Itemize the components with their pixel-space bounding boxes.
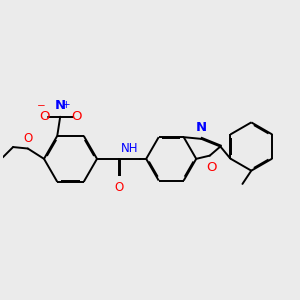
Text: O: O	[115, 181, 124, 194]
Text: O: O	[206, 161, 217, 174]
Text: +: +	[62, 100, 71, 110]
Text: −: −	[37, 101, 46, 111]
Text: NH: NH	[121, 142, 138, 155]
Text: O: O	[23, 132, 32, 145]
Text: N: N	[195, 121, 206, 134]
Text: O: O	[71, 110, 81, 123]
Text: O: O	[39, 110, 50, 123]
Text: N: N	[55, 99, 66, 112]
